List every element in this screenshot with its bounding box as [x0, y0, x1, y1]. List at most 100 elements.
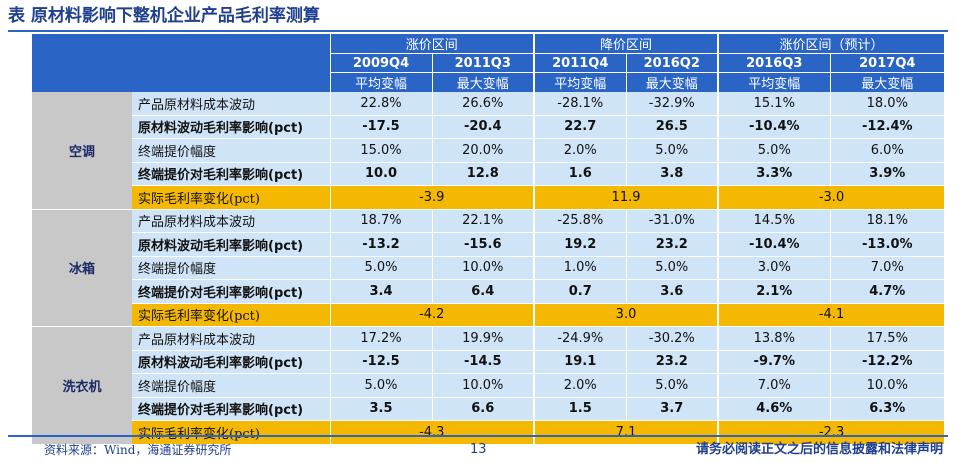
row-label: 原材料波动毛利率影响(pct) — [132, 115, 330, 139]
value-cell: 19.9% — [431, 326, 535, 351]
value-cell: 0.7 — [533, 279, 627, 304]
value-cell: 22.7 — [533, 115, 627, 139]
value-cell: 17.2% — [329, 326, 432, 351]
group-header-rise: 涨价区间 — [329, 34, 535, 54]
period-header: 2011Q4 — [533, 53, 627, 73]
value-cell: 7.0% — [717, 373, 831, 398]
value-cell: 2.0% — [533, 138, 627, 163]
table-row: 原材料波动毛利率影响(pct) -17.5 -20.4 22.7 26.5 -10.4% -… — [32, 115, 945, 139]
value-cell: -14.5 — [431, 350, 535, 374]
table-row: 终端提价幅度 5.0% 10.0% 1.0% 5.0% 3.0% 7.0% — [32, 256, 945, 280]
product-label: 空调 — [32, 92, 132, 210]
value-cell: 26.6% — [431, 92, 535, 116]
value-cell: -30.2% — [625, 326, 719, 351]
measure-header: 平均变幅 — [533, 72, 627, 92]
value-cell: 3.8 — [625, 162, 719, 186]
product-label: 冰箱 — [32, 209, 132, 327]
row-label: 产品原材料成本波动 — [132, 209, 330, 233]
value-cell: -17.5 — [329, 115, 432, 139]
table-row: 空调 产品原材料成本波动 22.8% 26.6% -28.1% -32.9% 15.1% 18… — [32, 92, 945, 210]
value-cell: -28.1% — [533, 92, 627, 116]
value-cell: 19.1 — [533, 350, 627, 374]
row-label: 产品原材料成本波动 — [132, 326, 330, 351]
value-cell: 1.6 — [533, 162, 627, 186]
row-label: 终端提价对毛利率影响(pct) — [132, 397, 330, 421]
value-cell: -24.9% — [533, 326, 627, 351]
table-row: 冰箱 产品原材料成本波动 18.7% 22.1% -25.8% -31.0% 14.5% 18… — [32, 209, 945, 327]
value-cell: 13.8% — [717, 326, 831, 351]
value-cell: 5.0% — [625, 256, 719, 280]
value-cell: 18.7% — [329, 209, 432, 233]
footer-divider — [8, 435, 948, 437]
value-cell: 23.2 — [625, 232, 719, 257]
value-cell: -9.7% — [717, 350, 831, 374]
value-cell: 3.9% — [829, 162, 945, 186]
value-cell: -13.2 — [329, 232, 432, 257]
value-cell: 6.6 — [431, 397, 535, 421]
value-cell: 22.8% — [329, 92, 432, 116]
value-cell: 4.6% — [717, 397, 831, 421]
table-row: 原材料波动毛利率影响(pct) -13.2 -15.6 19.2 23.2 -10.4% -… — [32, 232, 945, 257]
value-cell: 5.0% — [329, 373, 432, 398]
measure-header: 平均变幅 — [329, 72, 432, 92]
value-cell: 12.8 — [431, 162, 535, 186]
value-cell: 5.0% — [717, 138, 831, 163]
value-cell: 22.1% — [431, 209, 535, 233]
value-cell: 20.0% — [431, 138, 535, 163]
summary-value: -3.0 — [717, 185, 945, 210]
value-cell: 1.0% — [533, 256, 627, 280]
value-cell: -20.4 — [431, 115, 535, 139]
row-label: 终端提价幅度 — [132, 138, 330, 163]
table-row: 洗衣机 产品原材料成本波动 17.2% 19.9% -24.9% -30.2% 13.8% 1… — [32, 326, 945, 445]
page-number: 13 — [470, 442, 487, 457]
value-cell: 3.3% — [717, 162, 831, 186]
value-cell: -10.4% — [717, 115, 831, 139]
source-note: 资料来源：Wind，海通证券研究所 — [44, 443, 232, 457]
value-cell: 5.0% — [625, 373, 719, 398]
summary-label: 实际毛利率变化(pct) — [132, 185, 330, 210]
period-header: 2017Q4 — [829, 53, 945, 73]
period-header: 2016Q2 — [625, 53, 719, 73]
period-header: 2011Q3 — [431, 53, 535, 73]
summary-value: -3.9 — [329, 185, 535, 210]
value-cell: 3.5 — [329, 397, 432, 421]
value-cell: 3.0% — [717, 256, 831, 280]
value-cell: 23.2 — [625, 350, 719, 374]
value-cell: 4.7% — [829, 279, 945, 304]
value-cell: 10.0% — [431, 256, 535, 280]
row-label: 终端提价对毛利率影响(pct) — [132, 279, 330, 304]
table-row: 终端提价幅度 15.0% 20.0% 2.0% 5.0% 5.0% 6.0% — [32, 138, 945, 163]
value-cell: 5.0% — [329, 256, 432, 280]
value-cell: 6.4 — [431, 279, 535, 304]
summary-label: 实际毛利率变化(pct) — [132, 303, 330, 327]
table-row: 终端提价对毛利率影响(pct) 3.4 6.4 0.7 3.6 2.1% 4.7% — [32, 279, 945, 304]
row-label: 终端提价幅度 — [132, 256, 330, 280]
page-title: 表 原材料影响下整机企业产品毛利率测算 — [8, 6, 320, 26]
value-cell: 15.1% — [717, 92, 831, 116]
value-cell: 2.0% — [533, 373, 627, 398]
value-cell: 5.0% — [625, 138, 719, 163]
title-divider — [8, 30, 948, 32]
value-cell: -10.4% — [717, 232, 831, 257]
value-cell: 6.0% — [829, 138, 945, 163]
value-cell: 10.0% — [431, 373, 535, 398]
row-label: 产品原材料成本波动 — [132, 92, 330, 116]
summary-row: 实际毛利率变化(pct) -3.9 11.9 -3.0 — [32, 185, 945, 210]
value-cell: 10.0 — [329, 162, 432, 186]
measure-header: 最大变幅 — [625, 72, 719, 92]
value-cell: -25.8% — [533, 209, 627, 233]
gross-margin-table: 涨价区间 降价区间 涨价区间（预计） 2009Q4 2011Q3 2011Q4 … — [32, 34, 945, 445]
summary-value: 7.1 — [533, 420, 719, 445]
summary-value: 3.0 — [533, 303, 719, 327]
summary-value: -4.3 — [329, 420, 535, 445]
row-label: 终端提价幅度 — [132, 373, 330, 398]
period-header: 2009Q4 — [329, 53, 432, 73]
value-cell: 3.6 — [625, 279, 719, 304]
group-header-fall: 降价区间 — [533, 34, 719, 54]
value-cell: 1.5 — [533, 397, 627, 421]
value-cell: 6.3% — [829, 397, 945, 421]
value-cell: -32.9% — [625, 92, 719, 116]
row-label: 原材料波动毛利率影响(pct) — [132, 350, 330, 374]
measure-header: 平均变幅 — [717, 72, 831, 92]
value-cell: 3.7 — [625, 397, 719, 421]
